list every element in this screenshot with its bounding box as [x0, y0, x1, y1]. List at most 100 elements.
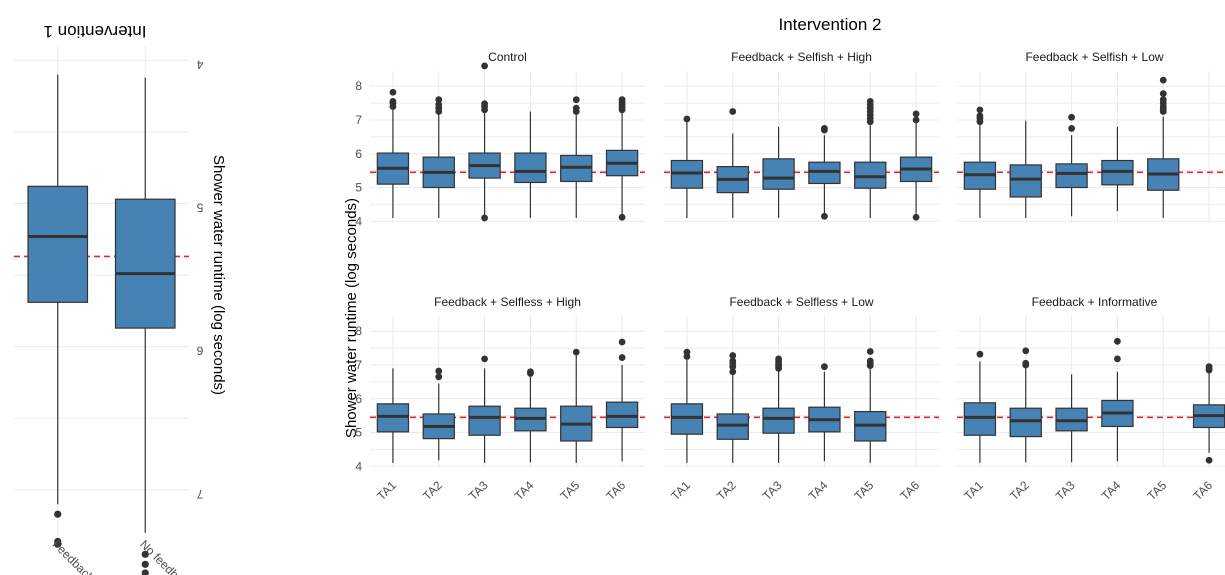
y-tick-label: 5 [355, 181, 362, 195]
x-tick-label-ta4: TA4 [806, 478, 831, 503]
box-control-ta4 [514, 152, 547, 184]
outlier-feedback-selfish-low-ta5 [1159, 76, 1167, 84]
y-tick-label: 5 [355, 426, 362, 440]
intervention-2-y-axis-label: Shower water runtime (log seconds) [343, 198, 360, 438]
box-feedback-selfish-high-ta4 [808, 161, 841, 185]
outlier-feedback-selfless-high-ta6 [618, 338, 626, 346]
x-tick-label-ta5: TA5 [558, 478, 583, 503]
outlier-feedback-selfless-low-ta5 [866, 357, 874, 365]
panel-title-control: Control [488, 50, 527, 64]
box-feedback-selfless-low-ta1 [670, 403, 704, 435]
box-intervention-1-no-feedback [114, 198, 176, 329]
outlier-control-ta6 [618, 96, 626, 104]
box-feedback-selfish-low-ta2 [1009, 164, 1042, 198]
outlier-control-ta2 [435, 101, 443, 109]
y-tick-label: 4 [355, 459, 362, 473]
panel-title-feedback-selfish-high: Feedback + Selfish + High [731, 50, 872, 64]
box-feedback-selfless-high-ta3 [468, 405, 501, 436]
labels-layer: Intervention 2 Shower water runtime (log … [43, 15, 1215, 575]
outlier-feedback-informative-ta2 [1022, 347, 1030, 355]
outlier-feedback-selfish-low-ta1 [976, 112, 984, 120]
x-tick-label-feedback: Feedback [50, 537, 98, 575]
x-tick-label-ta3: TA3 [1053, 478, 1078, 503]
outlier-feedback-selfless-high-ta5 [572, 348, 580, 356]
outlier-feedback-selfish-high-ta6 [912, 116, 920, 124]
outlier-control-ta3 [481, 100, 488, 108]
outlier-feedback-selfless-high-ta6 [618, 354, 626, 361]
x-tick-label-ta3: TA3 [760, 478, 785, 503]
x-tick-label-ta2: TA2 [1007, 478, 1032, 503]
outlier-intervention-1-no-feedback [141, 569, 149, 575]
outlier-feedback-informative-ta1 [976, 350, 984, 358]
outlier-feedback-selfless-low-ta2 [729, 352, 737, 359]
box-feedback-selfish-low-ta3 [1055, 163, 1088, 189]
x-tick-label-ta6: TA6 [897, 478, 922, 503]
outlier-intervention-1-feedback [54, 510, 62, 518]
box-feedback-selfless-high-ta1 [376, 403, 410, 433]
panel-title-feedback-selfless-high: Feedback + Selfless + High [434, 295, 581, 309]
y-tick-label-intervention-1: 5 [196, 201, 203, 215]
outlier-feedback-selfish-low-ta5 [1159, 96, 1167, 104]
x-tick-label-ta1: TA1 [374, 478, 399, 503]
panel-title-feedback-selfish-low: Feedback + Selfish + Low [1025, 50, 1163, 64]
box-feedback-selfless-high-ta6 [605, 401, 639, 429]
outlier-feedback-informative-ta2 [1022, 359, 1030, 367]
outlier-control-ta1 [389, 98, 397, 105]
outlier-control-ta5 [572, 96, 580, 104]
x-tick-label-ta5: TA5 [1145, 478, 1170, 503]
outlier-feedback-informative-ta4 [1114, 337, 1121, 345]
outlier-intervention-1-no-feedback [141, 560, 149, 568]
outlier-feedback-selfless-low-ta3 [775, 355, 782, 363]
y-tick-label: 8 [355, 79, 362, 93]
outlier-feedback-selfless-low-ta2 [729, 368, 737, 376]
x-tick-label-ta3: TA3 [466, 478, 491, 503]
outlier-feedback-selfish-high-ta4 [821, 125, 828, 132]
x-tick-label-ta4: TA4 [1099, 478, 1124, 503]
y-tick-label-intervention-1: 7 [196, 487, 203, 501]
box-feedback-selfless-low-ta3 [762, 407, 795, 434]
outlier-feedback-selfish-low-ta1 [976, 106, 984, 114]
outlier-feedback-informative-ta6 [1205, 363, 1213, 371]
outlier-control-ta3 [481, 62, 488, 70]
y-tick-label-intervention-1: 6 [196, 344, 203, 358]
outlier-feedback-selfish-high-ta6 [912, 213, 920, 221]
outlier-feedback-selfless-high-ta2 [435, 373, 443, 381]
box-intervention-1-feedback [27, 185, 89, 303]
x-tick-label-ta5: TA5 [852, 478, 877, 503]
box-feedback-informative-ta2 [1009, 407, 1042, 438]
outlier-control-ta1 [389, 88, 397, 96]
outlier-feedback-selfless-low-ta2 [729, 357, 737, 365]
outlier-feedback-selfless-high-ta2 [435, 367, 443, 375]
outlier-intervention-1-no-feedback [141, 550, 149, 558]
x-tick-label-ta1: TA1 [961, 478, 986, 503]
intervention-2-title: Intervention 2 [778, 15, 881, 34]
outlier-feedback-selfless-high-ta4 [527, 368, 534, 376]
box-feedback-selfless-low-ta2 [716, 413, 749, 440]
outlier-feedback-selfish-high-ta2 [729, 108, 737, 115]
x-tick-label-ta2: TA2 [714, 478, 739, 503]
x-tick-label-ta6: TA6 [603, 478, 628, 503]
x-tick-label-ta1: TA1 [668, 478, 693, 503]
outlier-feedback-selfish-low-ta3 [1068, 113, 1075, 121]
outlier-feedback-selfish-high-ta4 [821, 212, 828, 220]
x-tick-label-ta6: TA6 [1190, 478, 1215, 503]
y-tick-label: 8 [355, 324, 362, 338]
y-tick-label-intervention-1: 4 [196, 57, 203, 71]
outlier-feedback-selfless-low-ta5 [866, 348, 874, 355]
outlier-feedback-informative-ta4 [1114, 355, 1121, 363]
outlier-feedback-selfish-low-ta5 [1159, 90, 1167, 98]
outlier-feedback-selfless-high-ta3 [481, 355, 488, 363]
y-tick-label: 7 [355, 113, 362, 127]
outlier-feedback-selfish-high-ta6 [912, 110, 920, 118]
x-tick-label-ta4: TA4 [512, 478, 537, 503]
outlier-control-ta5 [572, 104, 580, 112]
outlier-feedback-selfless-low-ta1 [683, 348, 691, 356]
outlier-control-ta2 [435, 96, 443, 104]
outlier-intervention-1-feedback [54, 540, 62, 548]
y-tick-label: 4 [355, 214, 362, 228]
grid-layer [14, 46, 1225, 540]
outlier-feedback-selfish-high-ta5 [866, 98, 874, 105]
boxes-layer [27, 62, 1225, 575]
outlier-feedback-selfless-low-ta4 [821, 363, 828, 371]
